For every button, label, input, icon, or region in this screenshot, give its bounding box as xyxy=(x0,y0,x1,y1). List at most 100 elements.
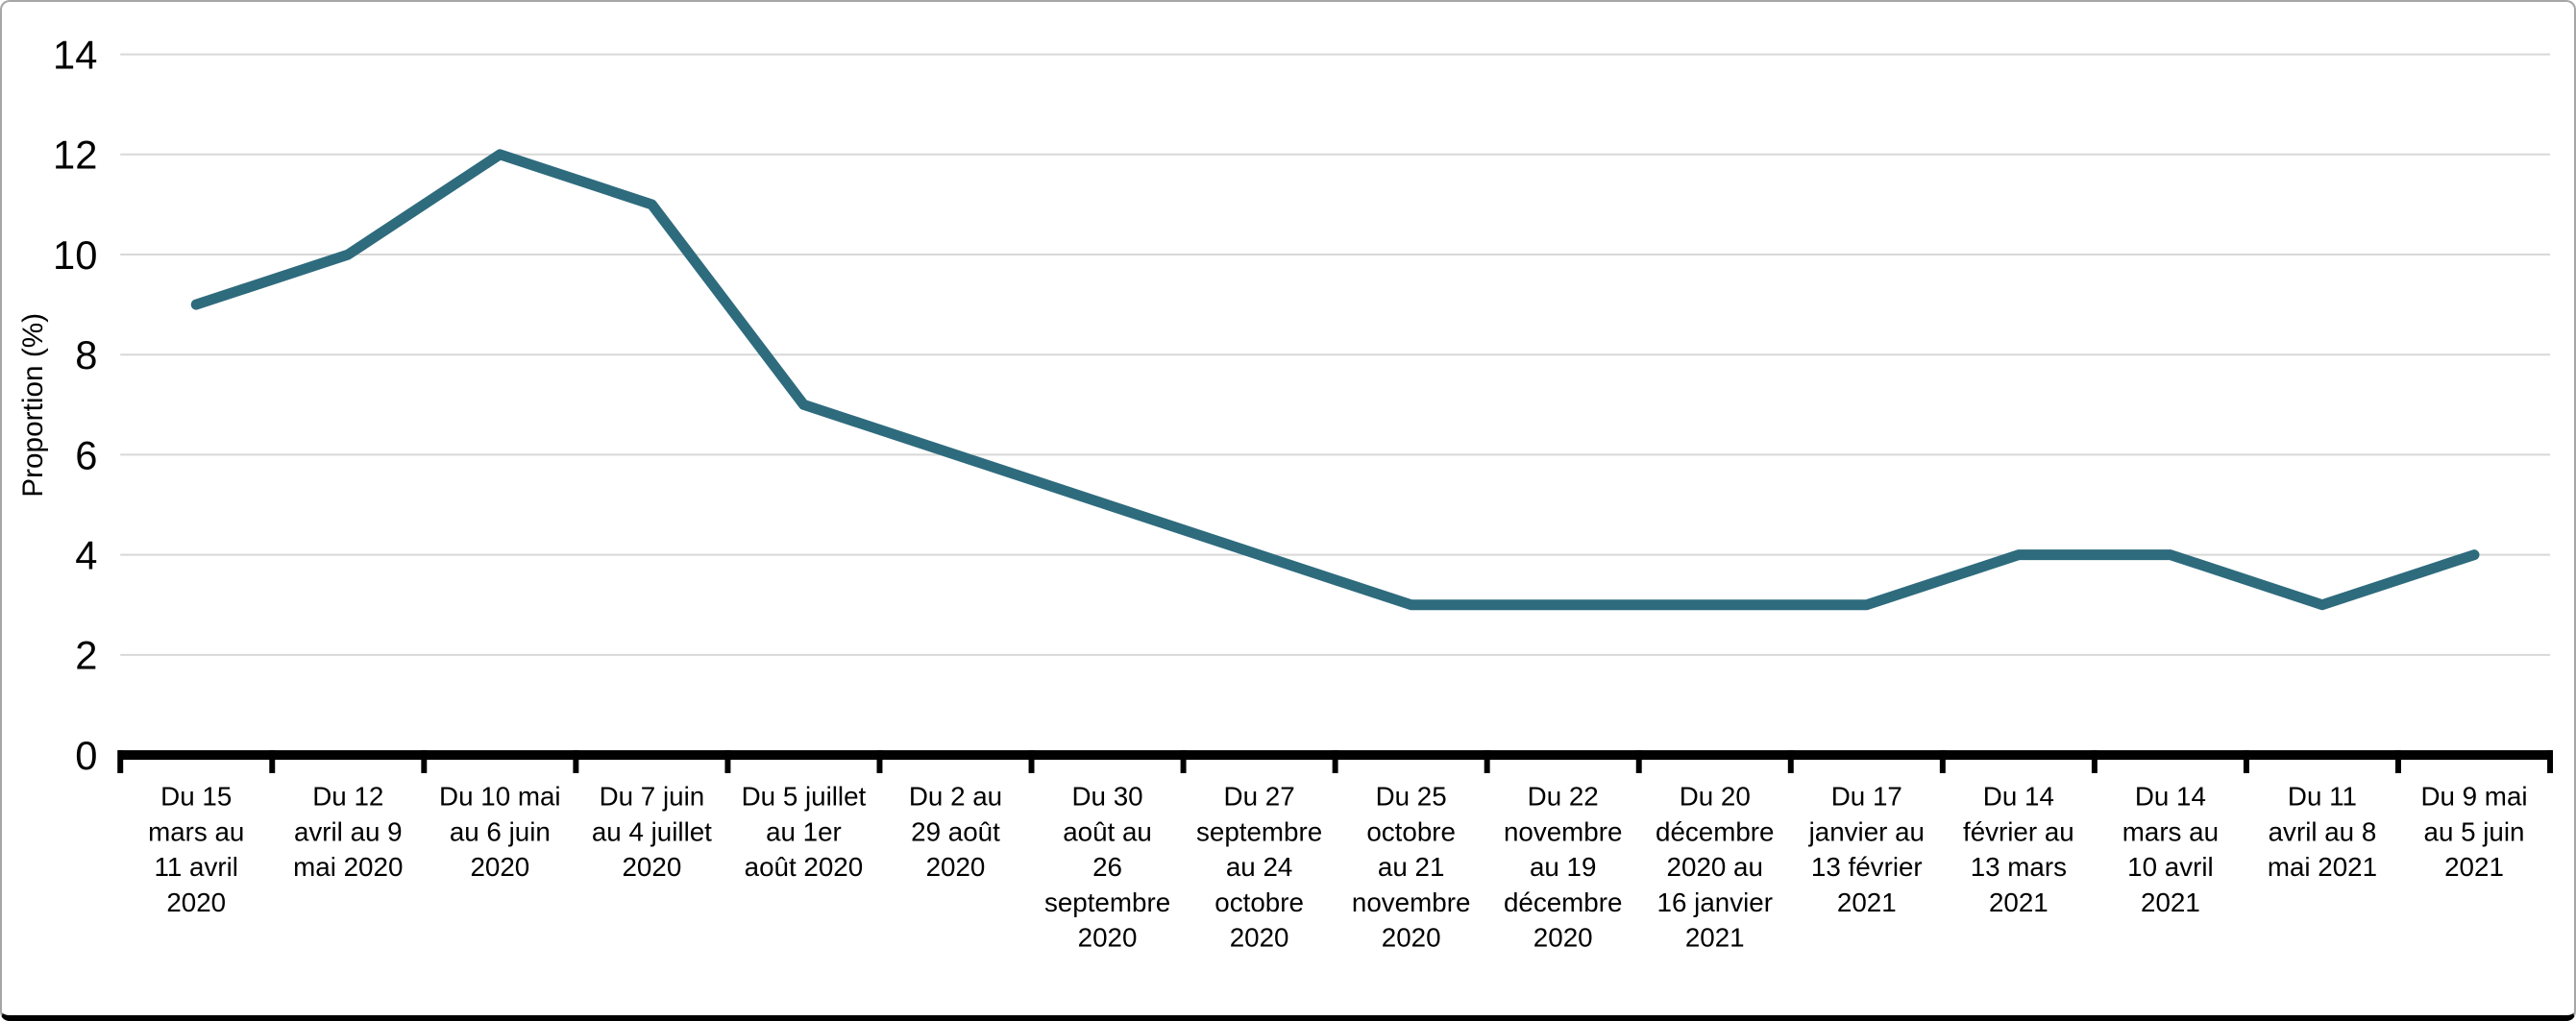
x-category-label-line: avril au 8 xyxy=(2269,816,2377,846)
x-axis-tick xyxy=(1635,750,1642,773)
x-category-label: Du 27 septembre au 24 octobre 2020 xyxy=(1196,782,1322,953)
x-category-label-line: 2021 xyxy=(1685,923,1745,953)
x-category-label-line: 26 xyxy=(1092,852,1122,882)
x-category-label-line: 11 avril xyxy=(155,852,238,882)
x-category-label-line: 2020 xyxy=(623,852,682,882)
x-category-label-line: septembre xyxy=(1196,816,1322,846)
x-category-label-line: Du 17 xyxy=(1831,782,1902,812)
x-category-label-line: Du 9 mai xyxy=(2420,782,2527,812)
x-category-label-line: août au xyxy=(1063,816,1152,846)
x-category-label-line: février au xyxy=(1963,816,2074,846)
x-category-label-line: mai 2020 xyxy=(293,852,403,882)
x-axis-tick xyxy=(117,750,124,773)
x-category-label-line: 2020 xyxy=(1230,923,1289,953)
x-category-label-line: au 5 juin xyxy=(2424,816,2525,846)
x-category-label-line: Du 2 au xyxy=(909,782,1002,812)
x-category-label-line: novembre xyxy=(1504,816,1622,846)
x-category-label-line: 2020 xyxy=(1533,923,1593,953)
x-category-label-line: 2021 xyxy=(2141,887,2200,917)
x-category-label-line: mai 2021 xyxy=(2268,852,2377,882)
y-tick-label: 4 xyxy=(75,533,97,578)
x-axis-tick xyxy=(2395,750,2401,773)
x-category-label-line: 16 janvier xyxy=(1657,887,1773,917)
x-axis-tick xyxy=(724,750,731,773)
x-category-label: Du 11 avril au 8 mai 2021 xyxy=(2268,782,2377,882)
x-category-label-line: au 6 juin xyxy=(450,816,551,846)
x-category-label: Du 20 décembre 2020 au 16 janvier 2021 xyxy=(1656,782,1774,953)
x-category-label-line: Du 15 xyxy=(160,782,232,812)
y-tick-label: 14 xyxy=(53,32,97,77)
x-category-label-line: décembre xyxy=(1504,887,1622,917)
y-tick-labels: 0 2 4 6 8 10 12 14 xyxy=(53,32,97,777)
x-category-label-line: 2021 xyxy=(1989,887,2049,917)
x-category-label-line: Du 22 xyxy=(1528,782,1599,812)
x-axis-tick xyxy=(269,750,276,773)
y-axis-title: Proportion (%) xyxy=(17,313,49,498)
x-category-label-line: 2021 xyxy=(2444,852,2504,882)
y-tick-label: 8 xyxy=(75,332,97,377)
y-tick-label: 12 xyxy=(53,133,97,178)
x-axis-tick xyxy=(1180,750,1187,773)
x-category-label-line: septembre xyxy=(1044,887,1170,917)
x-category-label-line: Du 10 mai xyxy=(439,782,561,812)
x-category-label-line: 2020 au xyxy=(1667,852,1763,882)
x-category-label-line: 13 mars xyxy=(1971,852,2067,882)
x-axis-tick xyxy=(1332,750,1338,773)
y-tick-label: 2 xyxy=(75,633,97,678)
x-category-label-line: octobre xyxy=(1214,887,1304,917)
x-category-label: Du 30 août au 26 septembre 2020 xyxy=(1044,782,1170,953)
x-category-label-line: Du 25 xyxy=(1376,782,1447,812)
x-axis-tick xyxy=(2243,750,2249,773)
x-axis-tick xyxy=(2547,750,2554,773)
x-category-label: Du 9 mai au 5 juin 2021 xyxy=(2420,782,2527,882)
x-axis-tick xyxy=(1484,750,1490,773)
x-category-label-line: janvier au xyxy=(1808,816,1925,846)
data-series xyxy=(190,149,2480,611)
x-category-label: Du 15 mars au 11 avril 2020 xyxy=(148,782,244,917)
x-category-label-line: 2020 xyxy=(926,852,986,882)
x-category-label: Du 14 mars au 10 avril 2021 xyxy=(2122,782,2219,917)
x-category-label-line: Du 30 xyxy=(1072,782,1143,812)
x-category-label-line: Du 20 xyxy=(1680,782,1751,812)
x-category-label-line: août 2020 xyxy=(745,852,864,882)
x-category-label: Du 5 juillet au 1er août 2020 xyxy=(742,782,867,882)
x-category-label-line: au 4 juillet xyxy=(592,816,712,846)
x-category-label-line: mars au xyxy=(148,816,244,846)
x-axis-tick xyxy=(1939,750,1946,773)
x-category-label-line: Du 14 xyxy=(2135,782,2206,812)
x-category-labels: Du 15 mars au 11 avril 2020 Du 12 avril au 9 m… xyxy=(148,782,2527,953)
x-axis-tick xyxy=(573,750,579,773)
x-category-label: Du 12 avril au 9 mai 2020 xyxy=(293,782,403,882)
x-category-label-line: Du 12 xyxy=(312,782,383,812)
x-category-label-line: 29 août xyxy=(911,816,1000,846)
x-axis-tick xyxy=(1028,750,1035,773)
x-category-label-line: au 24 xyxy=(1226,852,1292,882)
gridlines xyxy=(120,53,2551,656)
x-category-label-line: 2020 xyxy=(1382,923,1441,953)
x-category-label-line: Du 14 xyxy=(1983,782,2054,812)
x-category-label: Du 17 janvier au 13 février 2021 xyxy=(1808,782,1925,917)
y-tick-label: 6 xyxy=(75,432,97,477)
x-category-label-line: 2020 xyxy=(1078,923,1138,953)
y-tick-label: 10 xyxy=(53,232,97,278)
x-axis-tick xyxy=(421,750,428,773)
x-category-label-line: 2020 xyxy=(166,887,226,917)
x-category-label: Du 7 juin au 4 juillet 2020 xyxy=(592,782,712,882)
x-axis-tick xyxy=(876,750,883,773)
x-category-label-line: au 19 xyxy=(1530,852,1596,882)
x-category-label: Du 22 novembre au 19 décembre 2020 xyxy=(1504,782,1622,953)
x-category-label-line: avril au 9 xyxy=(294,816,403,846)
x-category-label-line: décembre xyxy=(1656,816,1774,846)
y-tick-label: 0 xyxy=(75,733,97,778)
x-category-label: Du 10 mai au 6 juin 2020 xyxy=(439,782,561,882)
x-category-label: Du 14 février au 13 mars 2021 xyxy=(1963,782,2074,917)
x-category-label-line: novembre xyxy=(1352,887,1470,917)
axes xyxy=(117,750,2554,773)
x-category-label: Du 25 octobre au 21 novembre 2020 xyxy=(1352,782,1470,953)
x-category-label-line: Du 27 xyxy=(1224,782,1295,812)
x-category-label-line: 10 avril xyxy=(2127,852,2214,882)
x-category-label-line: 2021 xyxy=(1837,887,1897,917)
x-category-label-line: octobre xyxy=(1366,816,1456,846)
